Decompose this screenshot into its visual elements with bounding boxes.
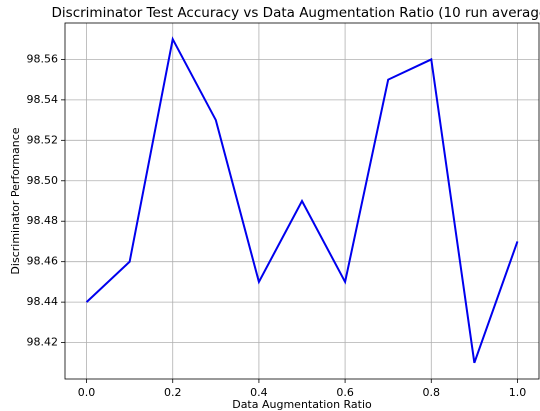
chart-title: Discriminator Test Accuracy vs Data Augm…: [52, 5, 540, 21]
y-axis-label: Discriminator Performance: [9, 127, 22, 274]
y-tick-label: 98.52: [27, 133, 59, 146]
y-tick-label: 98.56: [27, 52, 59, 65]
x-tick-label: 0.8: [423, 386, 441, 399]
data-line: [85, 36, 519, 364]
y-tick-label: 98.48: [27, 214, 59, 227]
x-axis-label: Data Augmentation Ratio: [232, 398, 372, 411]
y-tick-label: 98.50: [27, 174, 59, 187]
x-tick-label: 1.0: [509, 386, 527, 399]
x-tick-label: 0.0: [78, 386, 96, 399]
x-tick-label: 0.6: [336, 386, 354, 399]
x-tick-label: 0.2: [164, 386, 182, 399]
plot-frame: [64, 22, 540, 380]
y-tick-label: 98.46: [27, 255, 59, 268]
y-tick-label: 98.44: [27, 295, 59, 308]
y-tick-label: 98.54: [27, 93, 59, 106]
x-tick-label: 0.4: [250, 386, 268, 399]
y-tick-label: 98.42: [27, 336, 59, 349]
